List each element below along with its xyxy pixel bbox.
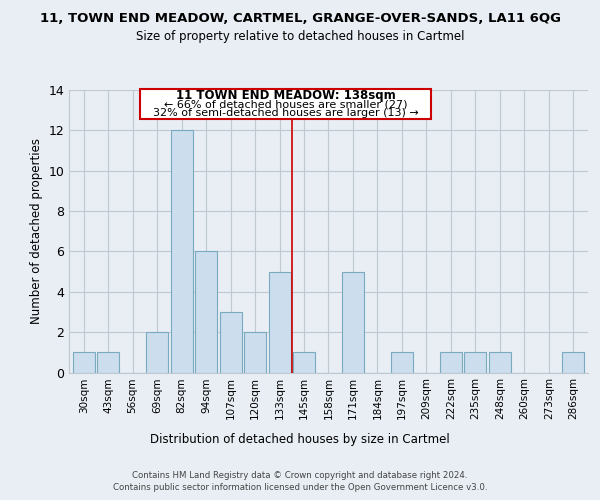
Bar: [391, 352, 413, 372]
Bar: [440, 352, 462, 372]
Bar: [562, 352, 584, 372]
Text: Distribution of detached houses by size in Cartmel: Distribution of detached houses by size …: [150, 432, 450, 446]
Y-axis label: Number of detached properties: Number of detached properties: [30, 138, 43, 324]
Text: ← 66% of detached houses are smaller (27): ← 66% of detached houses are smaller (27…: [164, 99, 407, 109]
Bar: [244, 332, 266, 372]
Text: 11 TOWN END MEADOW: 138sqm: 11 TOWN END MEADOW: 138sqm: [176, 89, 395, 102]
Bar: [170, 130, 193, 372]
Bar: [146, 332, 168, 372]
Bar: [342, 272, 364, 372]
Bar: [220, 312, 242, 372]
Text: Size of property relative to detached houses in Cartmel: Size of property relative to detached ho…: [136, 30, 464, 43]
Bar: [269, 272, 290, 372]
Bar: [73, 352, 95, 372]
Bar: [293, 352, 315, 372]
Text: 32% of semi-detached houses are larger (13) →: 32% of semi-detached houses are larger (…: [153, 108, 419, 118]
Text: Contains HM Land Registry data © Crown copyright and database right 2024.: Contains HM Land Registry data © Crown c…: [132, 471, 468, 480]
Bar: [195, 252, 217, 372]
Text: 11, TOWN END MEADOW, CARTMEL, GRANGE-OVER-SANDS, LA11 6QG: 11, TOWN END MEADOW, CARTMEL, GRANGE-OVE…: [40, 12, 560, 26]
Bar: [464, 352, 487, 372]
Bar: [489, 352, 511, 372]
FancyBboxPatch shape: [140, 89, 431, 120]
Bar: [97, 352, 119, 372]
Text: Contains public sector information licensed under the Open Government Licence v3: Contains public sector information licen…: [113, 484, 487, 492]
